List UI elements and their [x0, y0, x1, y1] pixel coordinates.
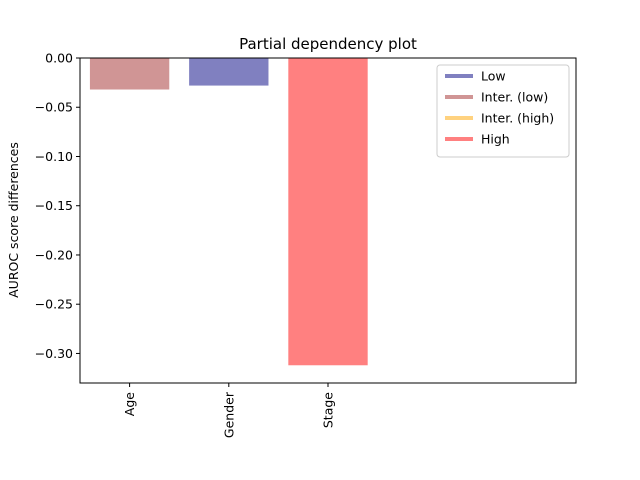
legend-label: Inter. (low)	[481, 90, 548, 105]
legend-label: Inter. (high)	[481, 111, 554, 126]
bar-age	[89, 58, 170, 90]
y-ticks: 0.00 −0.05 −0.10 −0.15 −0.20 −0.25 −0.30	[35, 51, 80, 361]
chart-title: Partial dependency plot	[239, 35, 417, 53]
y-tick-label: −0.30	[35, 346, 73, 361]
x-ticks: Age Gender Stage	[122, 383, 336, 438]
y-axis-label: AUROC score differences	[6, 142, 21, 298]
legend: Low Inter. (low) Inter. (high) High	[436, 64, 570, 158]
bar-gender	[189, 58, 269, 86]
y-tick-label: −0.10	[35, 149, 73, 164]
y-tick-label: −0.20	[35, 247, 73, 262]
y-tick-label: −0.25	[35, 297, 73, 312]
bars-group	[89, 58, 368, 366]
legend-frame	[436, 64, 570, 158]
legend-label: Low	[481, 69, 506, 84]
x-tick-label-age: Age	[122, 392, 137, 416]
y-tick-label: −0.15	[35, 198, 73, 213]
bar-stage	[288, 58, 368, 366]
x-tick-label-stage: Stage	[321, 392, 336, 428]
legend-label: High	[481, 132, 510, 147]
y-tick-label: 0.00	[45, 51, 73, 66]
y-tick-label: −0.05	[35, 100, 73, 115]
x-tick-label-gender: Gender	[221, 391, 236, 438]
